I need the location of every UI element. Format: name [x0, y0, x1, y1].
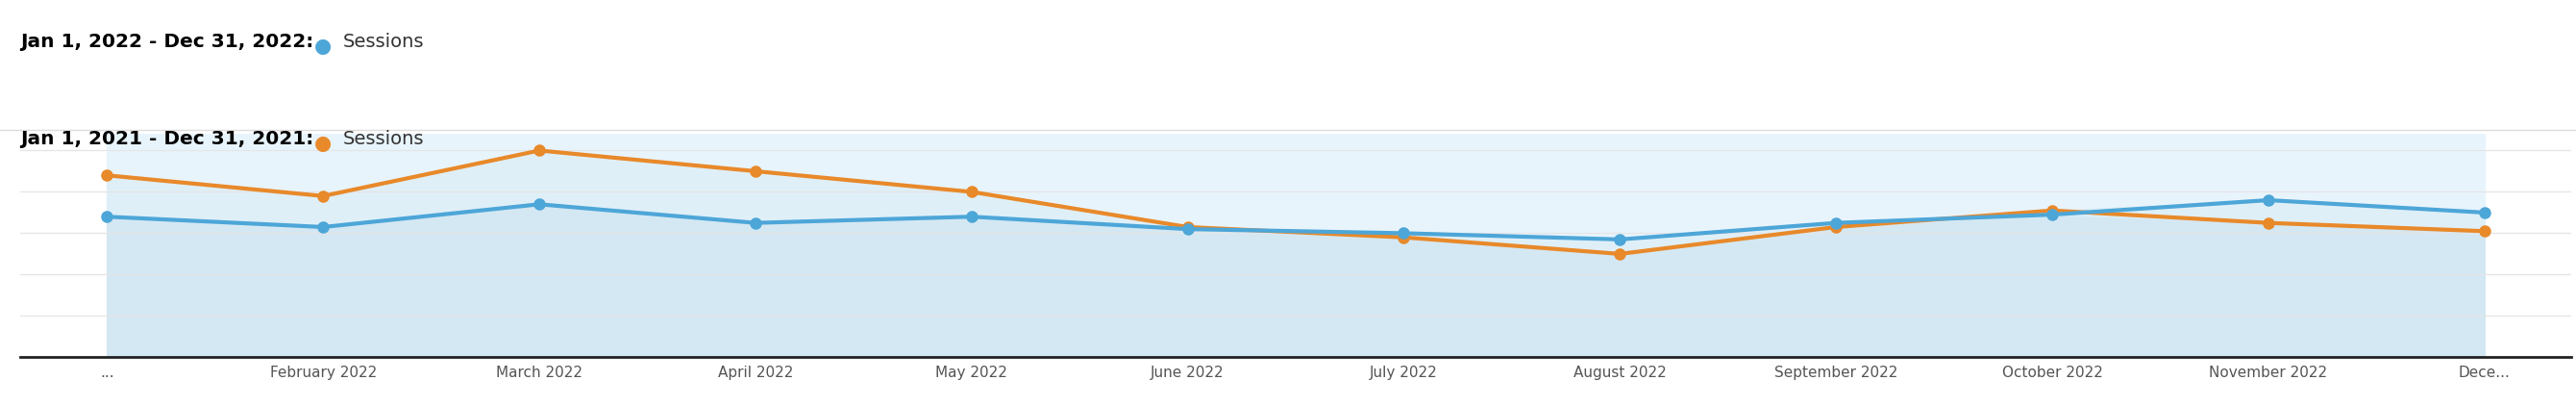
- Text: Sessions: Sessions: [343, 32, 425, 51]
- Text: Jan 1, 2022 - Dec 31, 2022:: Jan 1, 2022 - Dec 31, 2022:: [21, 32, 314, 51]
- Text: ●: ●: [314, 37, 332, 56]
- Text: Jan 1, 2021 - Dec 31, 2021:: Jan 1, 2021 - Dec 31, 2021:: [21, 130, 314, 148]
- Text: ●: ●: [314, 134, 332, 153]
- Text: Sessions: Sessions: [343, 130, 425, 148]
